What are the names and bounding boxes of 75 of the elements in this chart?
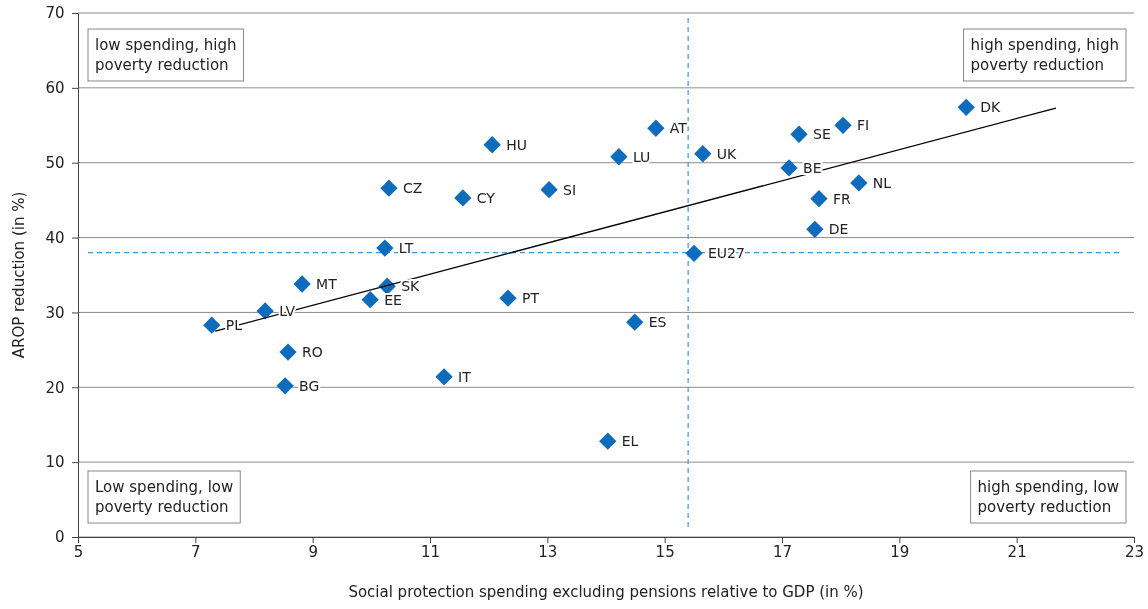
- annotation: Low spending, low poverty reduction: [95, 478, 234, 516]
- x-tick-label: 21: [1007, 542, 1027, 561]
- annotation: FI: [857, 117, 870, 134]
- point: [599, 432, 617, 450]
- y-tick-label: 60: [45, 79, 65, 98]
- annotation: LU: [632, 148, 651, 165]
- x-tick-label: 19: [890, 542, 910, 561]
- point: [499, 289, 517, 307]
- y-axis-title: AROP reduction (in %): [10, 191, 28, 359]
- annotation: DE: [828, 221, 849, 238]
- y-tick-label: 70: [45, 4, 65, 23]
- x-tick-label: 7: [191, 542, 201, 561]
- x-tick-label: 11: [420, 542, 441, 561]
- point: [647, 119, 665, 137]
- point: [256, 302, 274, 320]
- point: [483, 136, 501, 154]
- point: [454, 189, 472, 207]
- x-tick-label: 13: [538, 542, 558, 561]
- y-tick-label: 40: [45, 228, 65, 247]
- annotation: MT: [316, 275, 338, 292]
- point: [203, 316, 221, 334]
- point: [810, 189, 828, 208]
- annotation: ES: [648, 314, 667, 331]
- y-tick-label: 20: [45, 378, 65, 397]
- x-tick-label: 15: [655, 542, 675, 561]
- annotation: AT: [669, 120, 688, 137]
- annotation: FR: [832, 190, 852, 207]
- annotation: LT: [398, 240, 414, 257]
- annotation: BG: [299, 377, 320, 394]
- annotation: NL: [872, 174, 892, 191]
- point: [850, 174, 868, 192]
- point: [610, 148, 628, 166]
- point: [376, 239, 394, 257]
- annotation: CZ: [402, 180, 423, 197]
- point: [694, 145, 712, 163]
- point: [780, 159, 798, 177]
- annotation: BE: [803, 159, 822, 176]
- point: [276, 377, 294, 395]
- point: [685, 244, 703, 262]
- point: [806, 220, 824, 238]
- y-tick-label: 10: [45, 453, 65, 472]
- annotation: PT: [522, 290, 540, 307]
- x-tick-label: 17: [772, 542, 793, 561]
- annotation: UK: [716, 145, 738, 162]
- point: [380, 179, 398, 197]
- point: [790, 125, 808, 143]
- x-axis-title: Social protection spending excluding pensions relative to GDP (in %): [348, 583, 864, 601]
- annotation: DK: [980, 99, 1001, 116]
- x-tick-label: 5: [73, 542, 84, 561]
- annotation: high spending, high poverty reduction: [970, 36, 1119, 74]
- annotation: high spending, low poverty reduction: [977, 478, 1119, 516]
- x-tick-label: 9: [308, 542, 318, 561]
- point: [626, 313, 644, 331]
- point: [957, 98, 975, 116]
- point: [435, 368, 453, 386]
- point: [279, 343, 297, 361]
- annotation: SK: [401, 278, 421, 295]
- annotation: RO: [302, 344, 323, 361]
- annotation: EL: [621, 433, 639, 450]
- annotation: CY: [476, 189, 496, 206]
- annotation: SI: [563, 181, 577, 198]
- annotation: EE: [384, 291, 402, 308]
- point: [361, 291, 379, 309]
- annotation: SE: [813, 126, 831, 143]
- y-tick-label: 0: [54, 528, 65, 547]
- point: [834, 116, 852, 134]
- annotation: low spending, high poverty reduction: [95, 36, 237, 74]
- point: [293, 275, 311, 293]
- annotation: EU27: [708, 245, 745, 262]
- annotation: IT: [458, 368, 472, 385]
- annotation: HU: [506, 136, 527, 153]
- y-tick-label: 50: [45, 154, 65, 173]
- x-tick-label: 23: [1124, 542, 1145, 561]
- y-tick-label: 30: [45, 303, 65, 322]
- point: [540, 181, 558, 199]
